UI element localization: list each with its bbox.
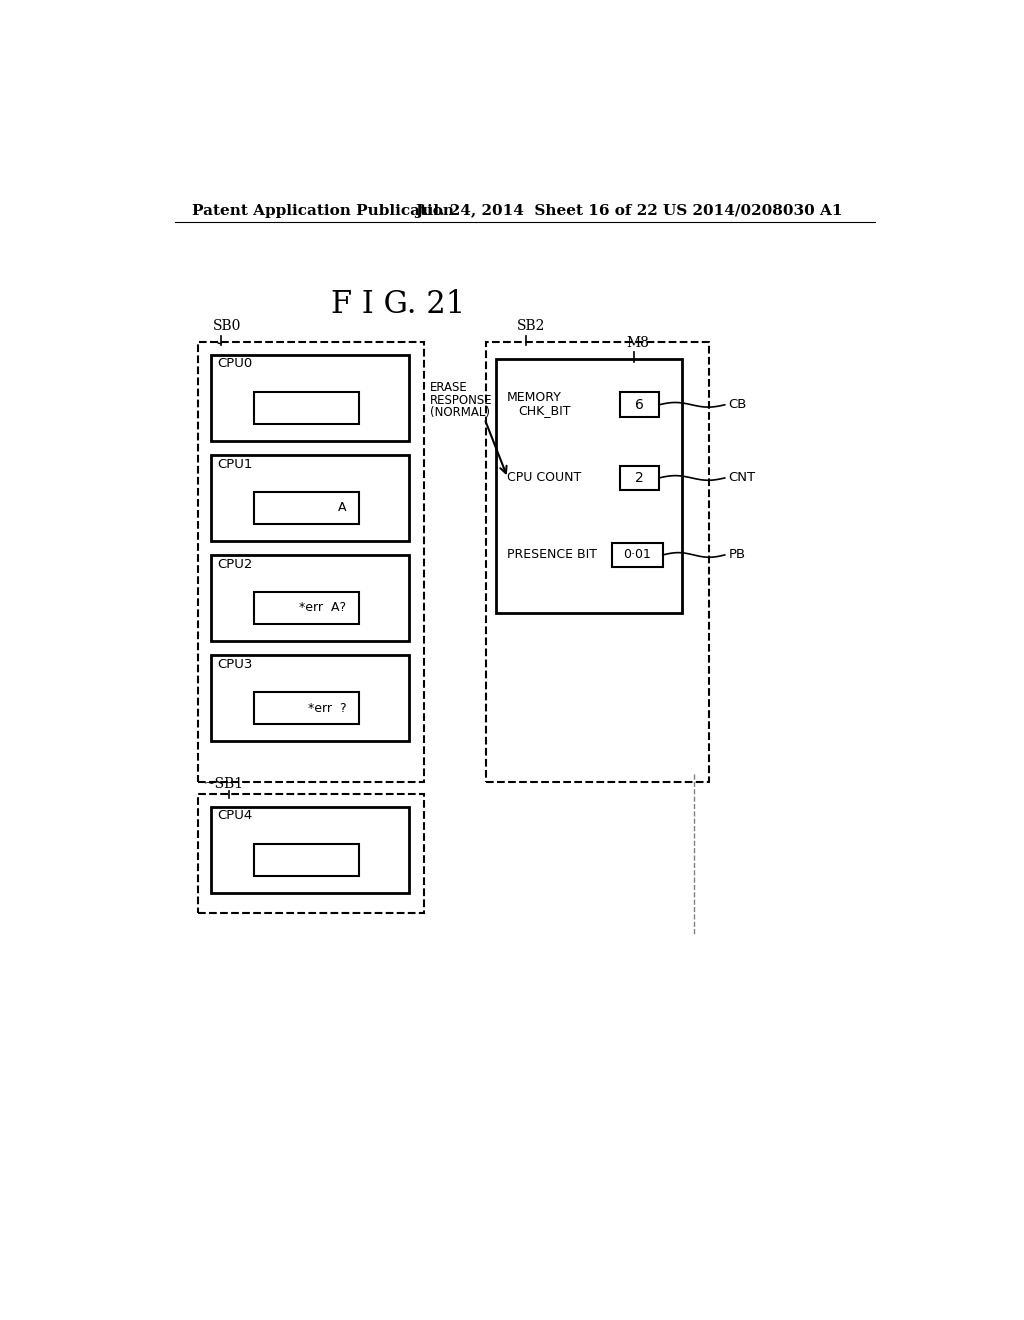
Text: US 2014/0208030 A1: US 2014/0208030 A1 xyxy=(663,203,843,218)
Bar xyxy=(211,807,409,892)
Text: SB0: SB0 xyxy=(213,319,242,333)
Text: M8: M8 xyxy=(627,337,649,350)
Bar xyxy=(486,342,710,781)
Bar xyxy=(211,655,409,742)
Text: CPU2: CPU2 xyxy=(217,557,253,570)
Text: ~SB1: ~SB1 xyxy=(204,776,244,791)
Text: CPU4: CPU4 xyxy=(217,809,252,822)
Bar xyxy=(254,843,359,875)
Text: CPU3: CPU3 xyxy=(217,657,253,671)
Bar xyxy=(254,692,359,725)
Text: Patent Application Publication: Patent Application Publication xyxy=(193,203,455,218)
Text: CHK_BIT: CHK_BIT xyxy=(518,404,570,417)
Text: PRESENCE BIT: PRESENCE BIT xyxy=(507,548,597,561)
Text: (NORMAL): (NORMAL) xyxy=(430,407,490,418)
Text: Jul. 24, 2014  Sheet 16 of 22: Jul. 24, 2014 Sheet 16 of 22 xyxy=(415,203,657,218)
Text: CPU0: CPU0 xyxy=(217,358,252,371)
Bar xyxy=(198,795,424,913)
Text: CB: CB xyxy=(729,399,746,412)
Text: 2: 2 xyxy=(635,471,644,484)
Bar xyxy=(198,342,424,781)
Bar xyxy=(211,355,409,441)
Text: CPU1: CPU1 xyxy=(217,458,253,471)
Text: MEMORY: MEMORY xyxy=(507,391,562,404)
Text: PB: PB xyxy=(729,548,745,561)
Bar xyxy=(612,543,663,568)
Text: CNT: CNT xyxy=(729,471,756,484)
Text: ERASE: ERASE xyxy=(430,381,468,395)
Bar xyxy=(621,392,658,417)
Bar xyxy=(254,392,359,424)
Bar xyxy=(254,593,359,624)
Text: SB2: SB2 xyxy=(517,319,546,333)
Text: 6: 6 xyxy=(635,397,644,412)
Text: RESPONSE: RESPONSE xyxy=(430,393,493,407)
Bar xyxy=(254,492,359,524)
Text: A: A xyxy=(338,502,346,515)
Bar xyxy=(621,466,658,490)
Text: *err  ?: *err ? xyxy=(308,702,346,714)
Bar xyxy=(211,554,409,642)
Bar xyxy=(496,359,682,612)
Text: *err  A?: *err A? xyxy=(299,602,346,615)
Text: 0·01: 0·01 xyxy=(624,548,651,561)
Text: F I G. 21: F I G. 21 xyxy=(331,289,465,321)
Text: CPU COUNT: CPU COUNT xyxy=(507,471,582,484)
Bar xyxy=(211,455,409,541)
